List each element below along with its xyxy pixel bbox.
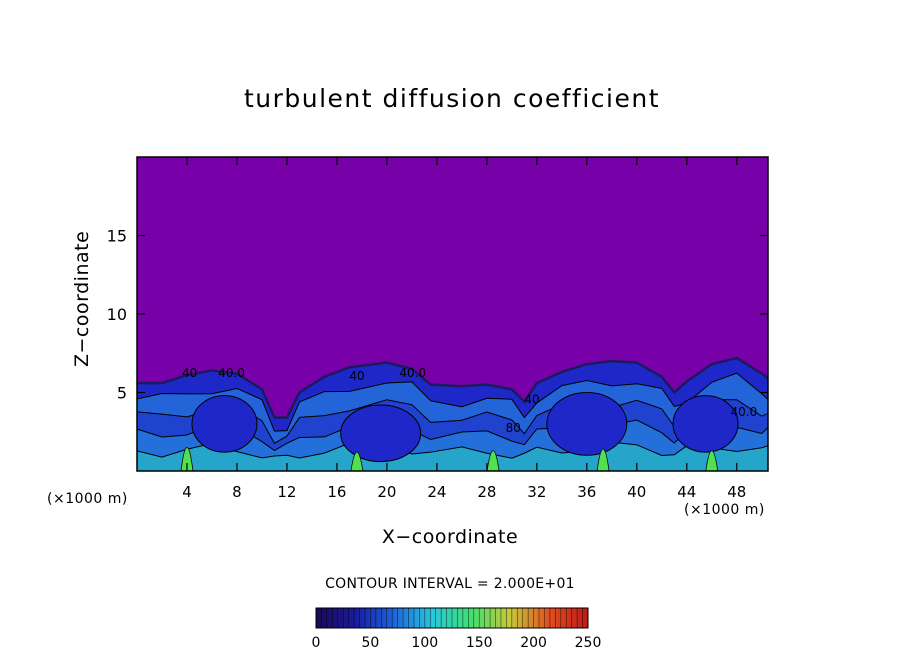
boundary-layer-top-line xyxy=(137,356,768,419)
contour-label: 40 xyxy=(349,369,364,383)
x-unit-left: (×1000 m) xyxy=(47,491,128,507)
colorbar-tick-label: 150 xyxy=(466,635,493,651)
colorbar-tick-label: 250 xyxy=(575,635,602,651)
contour-label: 80 xyxy=(506,421,521,435)
x-tick-label: 24 xyxy=(427,483,446,501)
contour-label: 40.0 xyxy=(218,366,245,380)
x-tick-label: 8 xyxy=(232,483,242,501)
x-tick-label: 12 xyxy=(277,483,296,501)
contour-label: 40.0 xyxy=(399,366,426,380)
x-tick-label: 32 xyxy=(527,483,546,501)
contour-label: 40 xyxy=(182,366,197,380)
x-tick-label: 20 xyxy=(377,483,396,501)
x-tick-label: 16 xyxy=(327,483,346,501)
x-tick-label: 40 xyxy=(627,483,646,501)
contour-label: 40 xyxy=(524,392,539,406)
x-tick-label: 28 xyxy=(477,483,496,501)
x-axis-label: X−coordinate xyxy=(381,526,519,548)
contour-interval-label: CONTOUR INTERVAL = 2.000E+01 xyxy=(325,576,575,592)
x-unit-right: (×1000 m) xyxy=(684,502,765,518)
y-tick-label: 10 xyxy=(107,305,127,324)
eddy-core xyxy=(672,395,739,453)
colorbar-tick-label: 50 xyxy=(361,635,379,651)
x-tick-label: 44 xyxy=(677,483,696,501)
colorbar-tick-label: 100 xyxy=(411,635,438,651)
eddy-core xyxy=(546,392,628,456)
contour-label: 40.0 xyxy=(731,405,758,419)
colorbar-tick-label: 0 xyxy=(312,635,321,651)
eddy-core xyxy=(340,404,422,463)
colorbar-tick-label: 200 xyxy=(520,635,547,651)
x-tick-label: 36 xyxy=(577,483,596,501)
y-tick-label: 15 xyxy=(107,227,127,246)
x-tick-label: 4 xyxy=(182,483,192,501)
y-tick-label: 5 xyxy=(117,384,127,403)
x-tick-label: 48 xyxy=(727,483,746,501)
eddy-core xyxy=(191,395,258,453)
chart-title: turbulent diffusion coefficient xyxy=(243,84,661,113)
